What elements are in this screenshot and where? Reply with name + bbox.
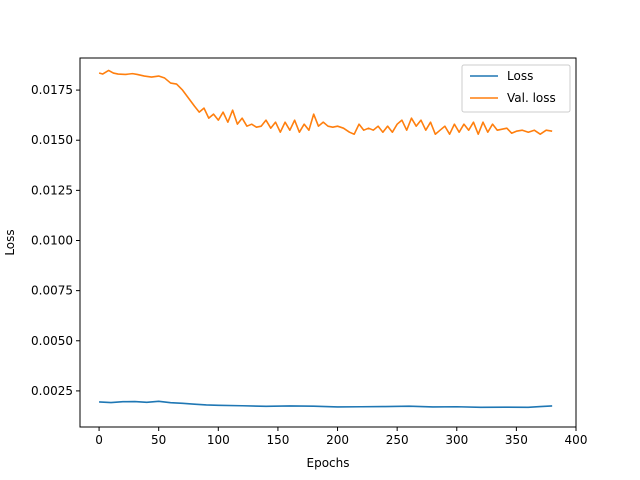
series-line-0: [99, 400, 553, 409]
x-tick-label: 50: [151, 433, 166, 447]
legend-label: Val. loss: [507, 91, 556, 105]
y-axis-label: Loss: [3, 229, 17, 255]
plot-area: [79, 57, 577, 428]
y-tick-label: 0.0100: [31, 233, 73, 247]
legend: Loss Val. loss: [461, 64, 571, 113]
y-tick-label: 0.0050: [31, 334, 73, 348]
series-layer: [98, 69, 553, 409]
x-tick-label: 0: [95, 433, 103, 447]
x-tick-label: 200: [326, 433, 349, 447]
x-tick-label: 150: [266, 433, 289, 447]
y-tick-label: 0.0150: [31, 133, 73, 147]
y-tick-label: 0.0075: [31, 284, 73, 298]
y-tick-label: 0.0125: [31, 183, 73, 197]
y-tick-label: 0.0025: [31, 384, 73, 398]
series-line-1: [98, 69, 553, 136]
x-axis: 0 50 100 150 200 250 300 350 400: [95, 427, 587, 447]
x-tick-label: 250: [386, 433, 409, 447]
x-tick-label: 400: [565, 433, 588, 447]
x-tick-label: 100: [207, 433, 230, 447]
x-tick-label: 300: [445, 433, 468, 447]
legend-label: Loss: [507, 69, 533, 83]
x-tick-label: 350: [505, 433, 528, 447]
x-axis-label: Epochs: [307, 456, 350, 470]
y-axis: 0.0025 0.0050 0.0075 0.0100 0.0125 0.0150 0.01…: [31, 83, 80, 398]
y-tick-label: 0.0175: [31, 83, 73, 97]
